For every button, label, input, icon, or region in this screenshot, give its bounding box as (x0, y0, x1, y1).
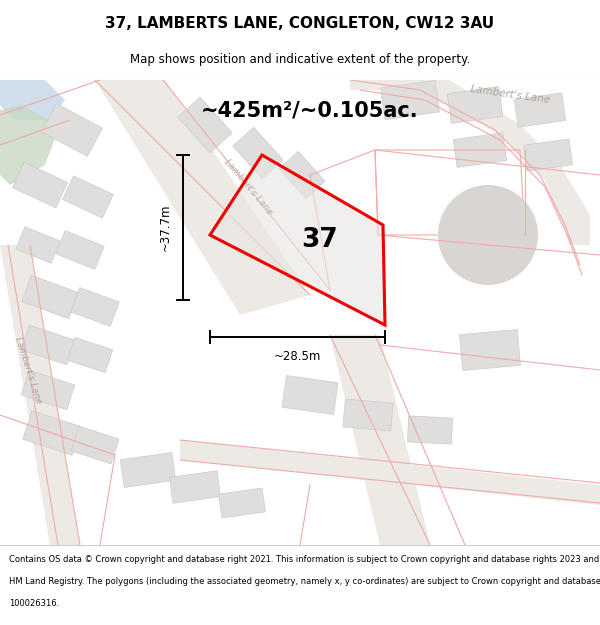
Text: ~425m²/~0.105ac.: ~425m²/~0.105ac. (201, 100, 419, 120)
Polygon shape (21, 325, 75, 365)
Text: Lambert's Lane: Lambert's Lane (13, 336, 43, 404)
Polygon shape (16, 227, 60, 263)
Polygon shape (56, 231, 104, 269)
Text: ~37.7m: ~37.7m (158, 204, 172, 251)
Polygon shape (514, 92, 566, 128)
Polygon shape (233, 127, 283, 179)
Circle shape (438, 185, 538, 285)
Text: 37, LAMBERTS LANE, CONGLETON, CW12 3AU: 37, LAMBERTS LANE, CONGLETON, CW12 3AU (106, 16, 494, 31)
Text: Lambert's Lane: Lambert's Lane (470, 84, 550, 106)
Polygon shape (22, 275, 78, 319)
Text: 37: 37 (302, 227, 338, 253)
Polygon shape (279, 151, 325, 199)
Polygon shape (62, 176, 113, 218)
Text: Map shows position and indicative extent of the property.: Map shows position and indicative extent… (130, 54, 470, 66)
Polygon shape (453, 132, 507, 168)
Polygon shape (0, 245, 80, 545)
Polygon shape (121, 452, 176, 488)
Polygon shape (380, 81, 439, 119)
Polygon shape (21, 370, 75, 410)
Polygon shape (180, 440, 600, 505)
Polygon shape (169, 471, 221, 503)
Polygon shape (447, 86, 503, 124)
Polygon shape (0, 105, 60, 185)
Polygon shape (95, 80, 310, 315)
Polygon shape (460, 329, 520, 371)
Polygon shape (282, 376, 338, 414)
Text: Lambert's Lane: Lambert's Lane (222, 158, 274, 216)
Polygon shape (23, 411, 82, 455)
Polygon shape (218, 488, 265, 518)
Text: 100026316.: 100026316. (9, 599, 59, 608)
Text: Contains OS data © Crown copyright and database right 2021. This information is : Contains OS data © Crown copyright and d… (9, 554, 600, 564)
Polygon shape (13, 162, 68, 208)
Text: ~28.5m: ~28.5m (274, 351, 321, 364)
Polygon shape (41, 104, 103, 156)
Polygon shape (343, 399, 393, 431)
Polygon shape (523, 139, 572, 171)
Polygon shape (407, 416, 452, 444)
Polygon shape (350, 80, 590, 245)
Polygon shape (210, 155, 385, 325)
Text: HM Land Registry. The polygons (including the associated geometry, namely x, y c: HM Land Registry. The polygons (includin… (9, 577, 600, 586)
Polygon shape (67, 338, 113, 372)
Polygon shape (71, 288, 119, 326)
Polygon shape (71, 426, 119, 464)
Polygon shape (330, 335, 430, 545)
Polygon shape (0, 80, 65, 120)
Polygon shape (178, 97, 232, 153)
